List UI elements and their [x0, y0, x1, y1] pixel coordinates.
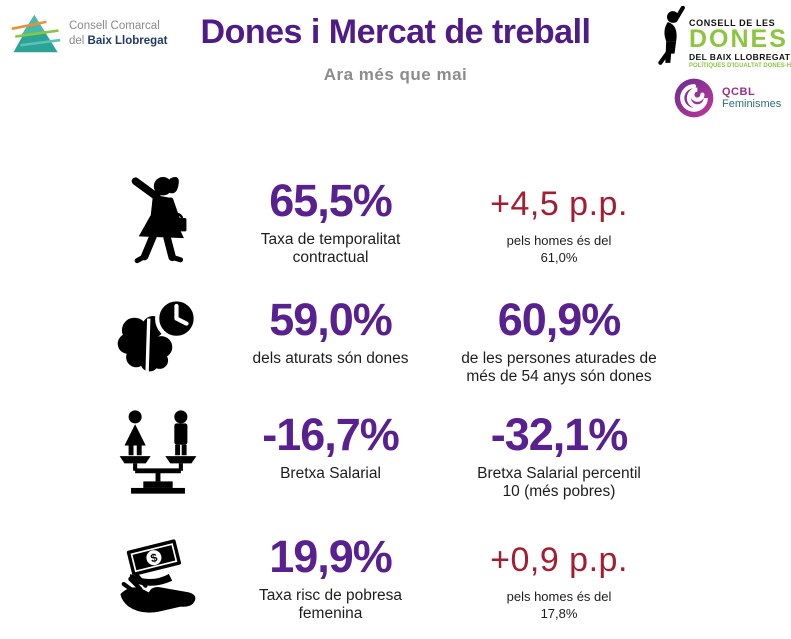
- stat-value: +0,9 p.p.: [490, 541, 628, 579]
- dones-line4: POLÍTIQUES D'IGUALTAT DONES-HOMES: [689, 62, 791, 69]
- stat-atur-dones: 59,0% dels aturats són dones: [213, 281, 448, 369]
- gender-pay-balance-icon: [119, 410, 197, 494]
- stat-value: 59,0%: [269, 294, 393, 345]
- svg-text:$: $: [149, 551, 159, 565]
- stat-bretxa-salarial: -16,7% Bretxa Salarial: [213, 396, 448, 484]
- qcbl-subname: Feminismes: [722, 97, 782, 110]
- logo-line1: Consell Comarcal: [69, 20, 160, 33]
- dones-line2: DONES: [689, 25, 788, 53]
- stat-row-pobresa: $ 19,9% Taxa risc de pobresa femenina +0…: [0, 518, 791, 632]
- consell-comarcal-text: Consell Comarcal del Baix Llobregat: [69, 19, 167, 49]
- stat-label: Bretxa Salarial percentil 10 (més pobres…: [477, 465, 641, 501]
- brain-clock-icon: [117, 297, 198, 373]
- stat-label: Taxa risc de pobresa femenina: [258, 587, 403, 623]
- consell-dones-logo: CONSELL DE LES DONES DEL BAIX LLOBREGAT …: [657, 6, 791, 69]
- stat-value: 65,5%: [269, 175, 393, 226]
- page-title: Dones i Mercat de treball: [200, 13, 591, 51]
- stat-row-temporalitat: 65,5% Taxa de temporalitat contractual +…: [0, 162, 791, 276]
- stat-label: pels homes és del 61,0%: [506, 233, 612, 265]
- triangle-logo-icon: [11, 14, 61, 53]
- stat-value: +4,5 p.p.: [490, 185, 628, 223]
- row4-icon-cell: $: [103, 522, 213, 626]
- right-logos: CONSELL DE LES DONES DEL BAIX LLOBREGAT …: [657, 6, 791, 119]
- stat-label: dels aturats són dones: [252, 350, 409, 367]
- stat-atur-majors-54: 60,9% de les persones aturades de més de…: [438, 281, 680, 387]
- row2-icon-cell: [103, 285, 213, 389]
- consell-comarcal-logo: Consell Comarcal del Baix Llobregat: [10, 12, 167, 56]
- stat-bretxa-percentil-10: -32,1% Bretxa Salarial percentil 10 (més…: [438, 396, 680, 502]
- qcbl-name: QCBL: [722, 85, 756, 98]
- dones-line1: CONSELL DE LES: [689, 18, 776, 28]
- stat-value: 19,9%: [269, 531, 393, 582]
- consell-dones-text: CONSELL DE LES DONES DEL BAIX LLOBREGAT …: [689, 6, 791, 69]
- qcbl-feminismes-logo: QCBL Feminismes: [673, 77, 785, 119]
- row1-icon-cell: [103, 166, 213, 270]
- stat-value: 60,9%: [497, 294, 622, 345]
- stat-pobresa-diferencia: +0,9 p.p. pels homes és del 17,8%: [438, 518, 680, 623]
- stat-label: Taxa de temporalitat contractual: [260, 231, 401, 267]
- money-hand-icon: $: [120, 539, 196, 613]
- spiral-icon: [674, 78, 714, 118]
- header-titles: Dones i Mercat de treball Ara més que ma…: [140, 13, 651, 85]
- stat-temporalitat-dones: 65,5% Taxa de temporalitat contractual: [213, 162, 448, 268]
- logo-line2: del Baix Llobregat: [69, 35, 168, 47]
- woman-silhouette-icon: [658, 6, 685, 65]
- row3-icon-cell: [103, 400, 213, 504]
- stat-temporalitat-diferencia: +4,5 p.p. pels homes és del 61,0%: [438, 162, 680, 267]
- stat-value: -16,7%: [262, 409, 400, 460]
- working-woman-icon: [131, 176, 187, 264]
- stat-label: de les persones aturades de més de 54 an…: [461, 350, 657, 386]
- stat-label: Bretxa Salarial: [280, 465, 381, 482]
- stat-row-bretxa-salarial: -16,7% Bretxa Salarial -32,1% Bretxa Sal…: [0, 396, 791, 510]
- page-subtitle: Ara més que mai: [323, 65, 468, 84]
- stat-label: pels homes és del 17,8%: [506, 589, 612, 621]
- stat-row-atur: 59,0% dels aturats són dones 60,9% de le…: [0, 281, 791, 395]
- qcbl-text: QCBL Feminismes: [722, 86, 781, 110]
- stat-pobresa-femenina: 19,9% Taxa risc de pobresa femenina: [213, 518, 448, 624]
- dones-line3: DEL BAIX LLOBREGAT: [689, 51, 791, 62]
- stat-value: -32,1%: [490, 409, 629, 460]
